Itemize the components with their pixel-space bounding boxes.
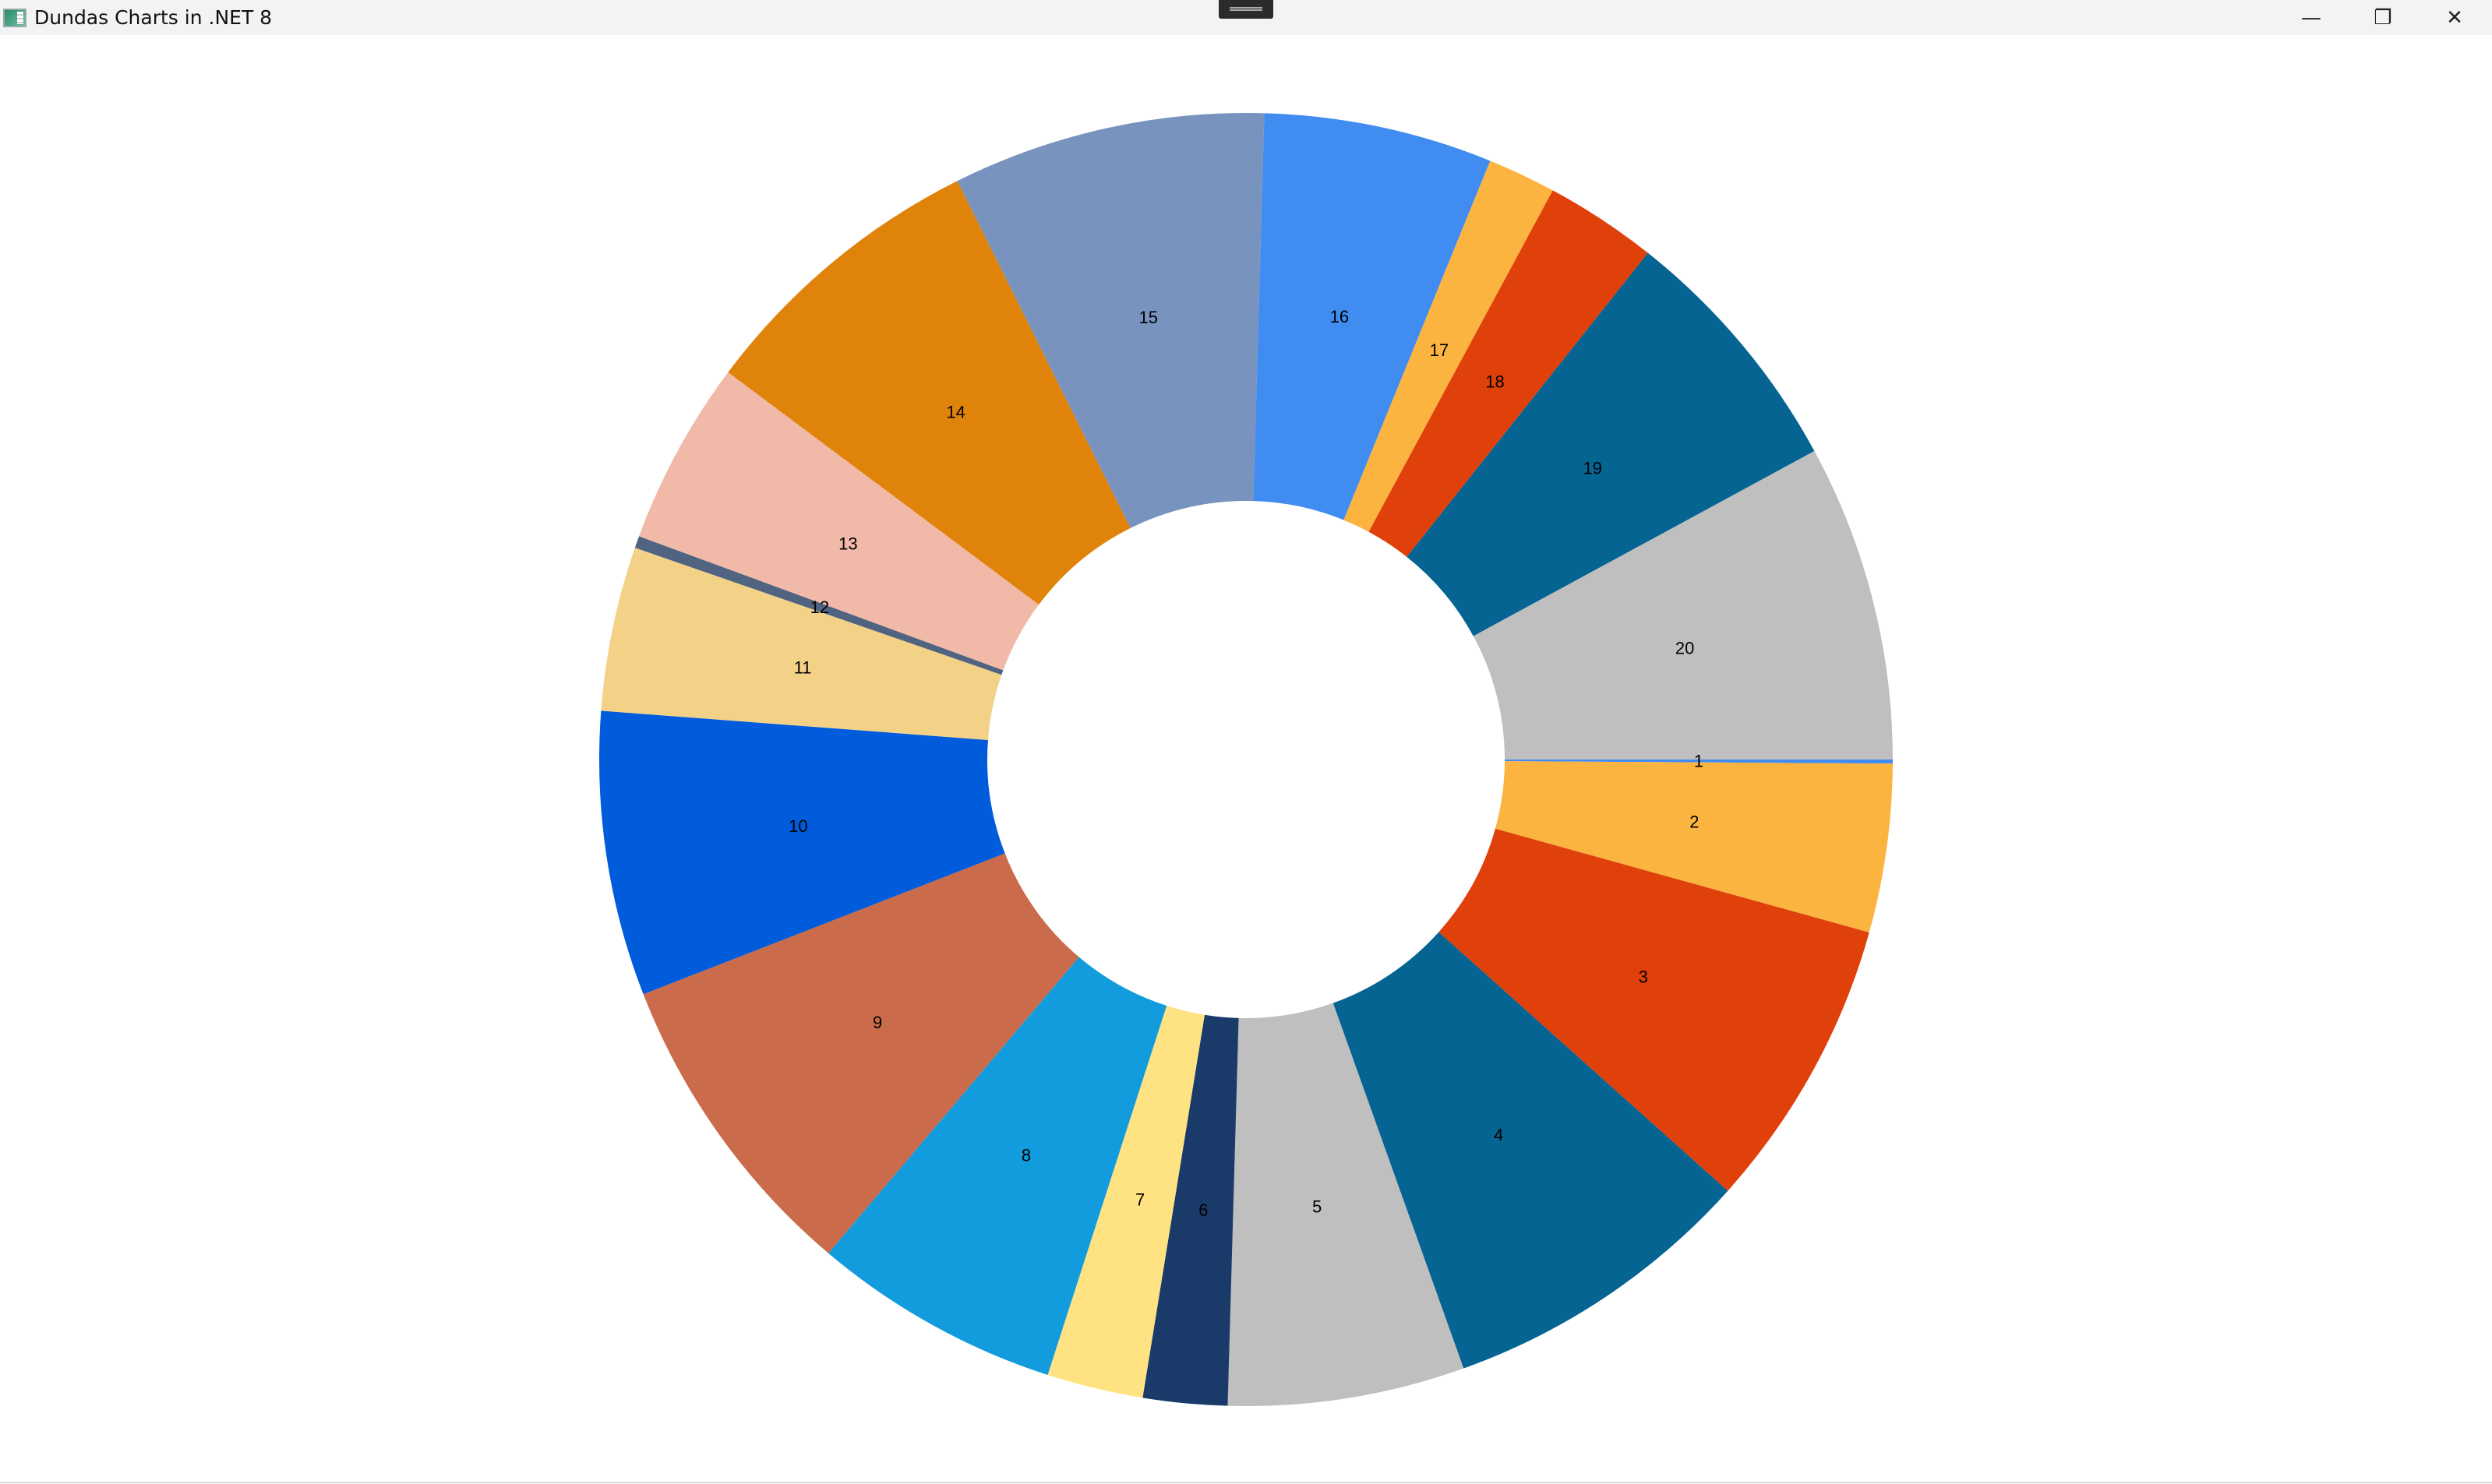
slice-1 — [1504, 760, 1893, 764]
slice-17 — [1343, 160, 1553, 532]
close-icon: ✕ — [2446, 5, 2463, 30]
window-bottom-border — [0, 1482, 2492, 1483]
minimize-icon: — — [2301, 5, 2321, 30]
slice-2 — [1495, 761, 1893, 932]
slice-15 — [957, 113, 1265, 528]
slice-label-17: 17 — [1430, 340, 1449, 360]
slice-label-20: 20 — [1675, 638, 1694, 657]
restore-icon: ❐ — [2374, 5, 2392, 30]
slice-19 — [1407, 252, 1815, 636]
slice-14 — [728, 181, 1131, 605]
restore-button[interactable]: ❐ — [2347, 0, 2419, 35]
slice-5 — [1227, 1003, 1464, 1406]
slice-label-8: 8 — [1022, 1145, 1031, 1165]
slice-label-9: 9 — [873, 1013, 882, 1032]
slice-3 — [1438, 828, 1869, 1191]
slice-9 — [643, 853, 1079, 1253]
slice-7 — [1047, 1006, 1205, 1398]
window-title: Dundas Charts in .NET 8 — [34, 6, 273, 29]
app-window-icon — [3, 8, 26, 27]
slice-20 — [1473, 450, 1893, 760]
snap-grip-handle[interactable] — [1219, 0, 1273, 19]
slice-10 — [599, 710, 1005, 995]
slice-label-3: 3 — [1639, 967, 1648, 986]
slice-18 — [1368, 190, 1648, 557]
slice-label-4: 4 — [1494, 1126, 1503, 1145]
slice-13 — [639, 372, 1040, 671]
slice-label-19: 19 — [1583, 459, 1602, 478]
close-button[interactable]: ✕ — [2419, 0, 2490, 35]
slice-12 — [634, 536, 1004, 675]
slice-label-1: 1 — [1694, 751, 1703, 770]
slice-label-7: 7 — [1135, 1190, 1145, 1209]
slice-label-15: 15 — [1139, 308, 1158, 327]
slice-label-11: 11 — [794, 657, 812, 677]
slice-8 — [828, 957, 1167, 1376]
slice-label-5: 5 — [1312, 1197, 1322, 1216]
minimize-button[interactable]: — — [2275, 0, 2347, 35]
slice-11 — [601, 548, 1002, 740]
slice-label-16: 16 — [1330, 307, 1349, 326]
title-bar: Dundas Charts in .NET 8 — ❐ ✕ — [0, 0, 2492, 35]
slice-label-18: 18 — [1485, 372, 1504, 391]
slice-16 — [1253, 113, 1491, 520]
slice-4 — [1332, 932, 1728, 1369]
slice-label-6: 6 — [1198, 1200, 1208, 1220]
slice-label-13: 13 — [838, 534, 857, 553]
slice-label-14: 14 — [946, 403, 965, 422]
slice-6 — [1142, 1014, 1239, 1406]
slice-label-12: 12 — [810, 597, 829, 617]
slice-label-2: 2 — [1689, 812, 1699, 832]
slice-label-10: 10 — [789, 816, 807, 836]
